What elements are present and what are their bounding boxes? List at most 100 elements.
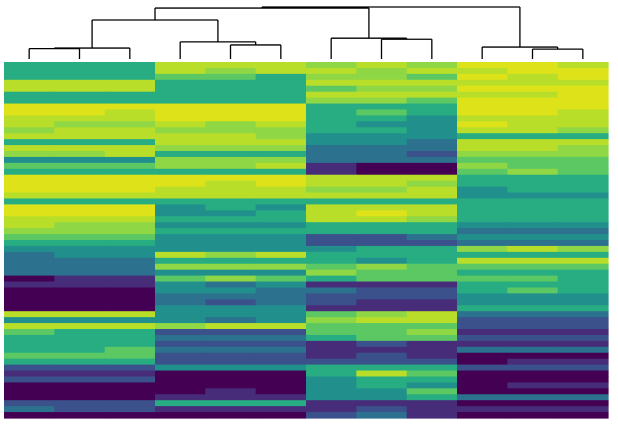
heatmap-cell — [306, 329, 357, 336]
heatmap-cell — [557, 121, 609, 128]
heatmap-cell — [155, 127, 206, 134]
heatmap-cell — [205, 133, 257, 140]
heatmap-cell — [4, 305, 55, 312]
heatmap-cell — [406, 85, 458, 93]
heatmap-cell — [507, 109, 559, 116]
heatmap-cell — [205, 340, 257, 348]
heatmap-cell — [406, 156, 458, 164]
heatmap-cell — [54, 412, 106, 419]
heatmap-cell — [557, 275, 609, 283]
heatmap-cell — [255, 323, 307, 330]
heatmap-cell — [507, 139, 559, 146]
heatmap-cell — [4, 91, 55, 99]
heatmap-cell — [155, 400, 206, 407]
column-dendrogram — [28, 6, 584, 59]
heatmap-cell — [557, 317, 609, 324]
heatmap-cell — [457, 352, 508, 360]
heatmap-cell — [4, 406, 55, 413]
heatmap-cell — [4, 222, 55, 229]
heatmap-cell — [54, 103, 106, 111]
heatmap-cell — [356, 340, 408, 348]
heatmap-cell — [557, 168, 609, 176]
heatmap-cell — [255, 139, 307, 146]
heatmap-cell — [356, 168, 408, 176]
heatmap-cell — [104, 145, 156, 152]
heatmap-cell — [4, 370, 55, 378]
heatmap-cell — [54, 168, 106, 176]
heatmap-cell — [155, 382, 206, 389]
heatmap-cell — [54, 340, 106, 348]
heatmap-cell — [306, 323, 357, 330]
heatmap-cell — [4, 216, 55, 223]
heatmap-cell — [507, 287, 559, 294]
heatmap-cell — [255, 115, 307, 122]
heatmap-cell — [205, 222, 257, 229]
heatmap-cell — [406, 91, 458, 99]
heatmap-cell — [457, 210, 508, 217]
heatmap-cell — [306, 400, 357, 407]
heatmap-cell — [205, 85, 257, 93]
heatmap-cell — [457, 109, 508, 116]
heatmap-cell — [104, 269, 156, 277]
heatmap-cell — [406, 406, 458, 413]
heatmap-cell — [406, 269, 458, 277]
heatmap-cell — [255, 91, 307, 99]
heatmap-cell — [54, 245, 106, 253]
heatmap-cell — [457, 305, 508, 312]
heatmap-cell — [54, 192, 106, 200]
heatmap-cell — [557, 299, 609, 306]
heatmap-cell — [557, 334, 609, 342]
heatmap-cell — [457, 281, 508, 289]
heatmap-cell — [406, 151, 458, 158]
heatmap-cell — [54, 311, 106, 318]
heatmap-cell — [255, 174, 307, 182]
heatmap-cell — [54, 174, 106, 182]
heatmap-cell — [306, 281, 357, 289]
heatmap-cell — [406, 204, 458, 211]
heatmap-cell — [104, 109, 156, 116]
heatmap-cell — [406, 263, 458, 271]
heatmap-cell — [104, 85, 156, 93]
heatmap-cell — [255, 334, 307, 342]
heatmap-cell — [155, 156, 206, 164]
heatmap-cell — [205, 329, 257, 336]
heatmap-cell — [54, 222, 106, 229]
heatmap-cell — [557, 311, 609, 318]
heatmap-cell — [4, 234, 55, 241]
heatmap-cell — [406, 133, 458, 140]
heatmap-cell — [54, 406, 106, 413]
heatmap-cell — [457, 127, 508, 134]
heatmap-cell — [104, 234, 156, 241]
heatmap-cell — [557, 186, 609, 194]
heatmap-cell — [507, 358, 559, 366]
heatmap-cell — [255, 127, 307, 134]
heatmap-cell — [356, 67, 408, 75]
heatmap-cell — [356, 269, 408, 277]
heatmap-cell — [507, 174, 559, 182]
heatmap-cell — [54, 121, 106, 128]
heatmap-cell — [356, 329, 408, 336]
heatmap-cell — [356, 305, 408, 312]
heatmap-cell — [557, 293, 609, 300]
heatmap-cell — [104, 382, 156, 389]
heatmap-cell — [306, 376, 357, 383]
heatmap-cell — [155, 145, 206, 152]
heatmap-cell — [406, 245, 458, 253]
heatmap-cell — [306, 162, 357, 170]
heatmap-cell — [356, 139, 408, 146]
heatmap-cell — [406, 340, 458, 348]
heatmap-cell — [205, 245, 257, 253]
heatmap-cell — [104, 174, 156, 182]
heatmap-cell — [457, 121, 508, 128]
heatmap-cell — [457, 311, 508, 318]
heatmap-cell — [306, 406, 357, 413]
heatmap-cell — [557, 346, 609, 354]
heatmap-cell — [155, 85, 206, 93]
heatmap-cell — [155, 73, 206, 81]
heatmap-cell — [205, 394, 257, 401]
heatmap-cell — [457, 340, 508, 348]
heatmap-cell — [356, 257, 408, 265]
heatmap-cell — [104, 127, 156, 134]
heatmap-cell — [406, 234, 458, 241]
